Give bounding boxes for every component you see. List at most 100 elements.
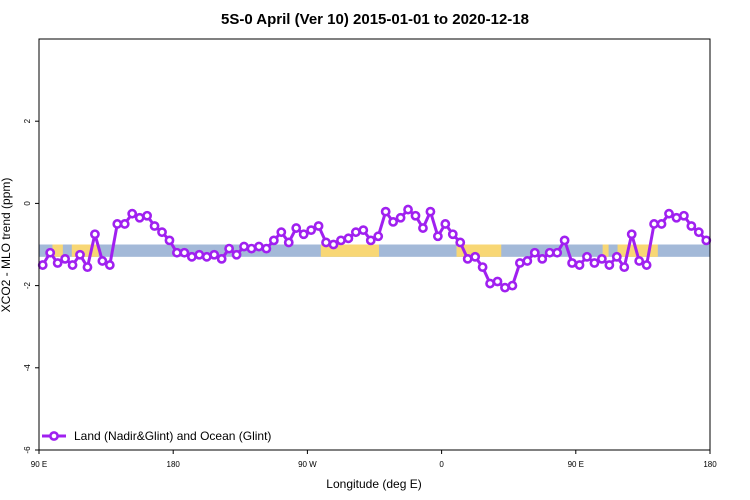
y-tick-label: -4 — [23, 364, 32, 372]
data-point — [559, 235, 570, 246]
data-point — [529, 247, 540, 258]
land-segment — [52, 244, 63, 257]
land-segment — [602, 244, 609, 257]
data-point — [194, 249, 205, 260]
data-point — [52, 258, 63, 268]
x-tick-label: 90 W — [298, 460, 317, 469]
data-point — [306, 225, 317, 236]
plot-frame — [38, 38, 711, 451]
data-point — [447, 229, 458, 240]
legend-label: Land (Nadir&Glint) and Ocean (Glint) — [74, 429, 271, 443]
data-point — [567, 258, 577, 268]
data-point — [283, 237, 294, 248]
data-point — [679, 210, 689, 221]
data-point — [142, 210, 153, 221]
data-point — [477, 262, 488, 273]
data-point — [507, 280, 518, 291]
land-ocean-band — [39, 244, 710, 257]
data-point — [134, 212, 145, 223]
x-axis: 90 E 180 90 W 0 90 E 180 — [31, 450, 717, 469]
data-point — [589, 258, 600, 268]
data-point — [224, 243, 235, 254]
data-point — [455, 237, 466, 248]
data-point — [686, 221, 697, 231]
data-point — [626, 229, 637, 240]
data-point — [365, 235, 376, 246]
data-point — [358, 225, 369, 236]
data-point — [216, 253, 227, 264]
data-point — [268, 235, 279, 246]
data-point — [172, 247, 182, 258]
y-tick-label: 2 — [23, 118, 32, 123]
data-point — [239, 241, 249, 252]
data-point — [45, 247, 56, 258]
data-point — [619, 262, 630, 273]
data-point — [276, 227, 287, 238]
data-point — [544, 247, 555, 258]
land-segment — [456, 244, 502, 257]
data-point — [522, 256, 533, 266]
data-point — [75, 249, 85, 260]
chart-title: 5S-0 April (Ver 10) 2015-01-01 to 2020-1… — [221, 11, 529, 28]
data-point — [701, 235, 712, 246]
data-point — [112, 219, 123, 229]
x-tick-label: 180 — [167, 460, 181, 469]
data-point — [321, 237, 331, 248]
data-point — [537, 253, 548, 264]
series-layer — [37, 204, 712, 293]
data-point — [82, 262, 93, 273]
data-point — [596, 253, 607, 264]
data-point — [418, 223, 428, 233]
data-point — [254, 241, 264, 252]
data-point — [604, 260, 615, 270]
data-point — [149, 221, 160, 231]
data-point — [403, 204, 413, 215]
data-point — [90, 229, 100, 240]
data-point — [649, 219, 659, 229]
data-point — [313, 221, 324, 231]
data-point — [119, 219, 130, 229]
y-tick-label: 0 — [23, 201, 32, 206]
data-point — [201, 251, 212, 262]
data-point — [186, 251, 197, 262]
data-point — [328, 239, 339, 250]
data-point — [440, 219, 451, 229]
data-point — [343, 233, 354, 244]
x-tick-label: 180 — [703, 460, 717, 469]
x-axis-label: Longitude (deg E) — [326, 477, 421, 491]
data-point — [380, 206, 391, 217]
data-point — [462, 253, 473, 264]
data-point — [693, 227, 704, 238]
data-point — [350, 227, 361, 238]
data-point — [671, 212, 682, 223]
data-point — [664, 208, 674, 219]
y-tick-label: -6 — [23, 446, 32, 454]
y-tick-label: -2 — [23, 281, 32, 289]
data-point — [246, 243, 257, 254]
data-point — [127, 208, 138, 219]
y-axis: -6 -4 -2 0 2 — [23, 118, 39, 454]
data-point — [492, 276, 503, 287]
legend: Land (Nadir&Glint) and Ocean (Glint) — [42, 429, 271, 443]
data-point — [395, 212, 406, 223]
data-point — [97, 256, 108, 266]
data-point — [104, 260, 115, 270]
data-point — [656, 219, 667, 229]
legend-marker-swatch — [49, 431, 59, 441]
data-point — [388, 216, 399, 227]
data-point — [157, 227, 167, 238]
data-point — [291, 223, 302, 233]
data-point — [164, 235, 175, 246]
data-point — [179, 247, 190, 258]
data-point — [231, 249, 242, 260]
data-point — [373, 231, 384, 242]
data-point — [514, 258, 525, 268]
data-point — [425, 206, 436, 217]
data-point — [641, 260, 652, 270]
data-point — [470, 251, 481, 262]
data-point — [37, 260, 48, 270]
data-point — [298, 229, 309, 240]
data-point — [410, 210, 421, 221]
data-point — [261, 243, 272, 254]
